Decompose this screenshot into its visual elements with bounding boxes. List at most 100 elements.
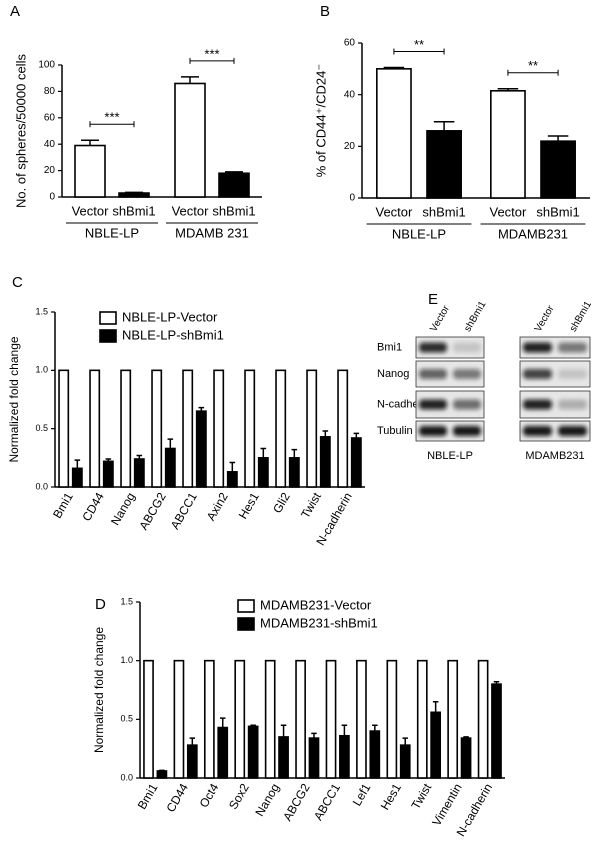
- bar: [234, 659, 246, 779]
- row-label: Tubulin: [377, 425, 413, 437]
- significance-bracket: [507, 69, 559, 76]
- bar: [203, 659, 215, 779]
- x-bar-label: shBmi1: [212, 203, 255, 218]
- blot-band: [523, 426, 552, 436]
- x-tick-label: Nanog: [252, 781, 282, 819]
- blot-band: [558, 342, 587, 353]
- x-tick-label: CD44: [164, 781, 192, 815]
- panel-label: E: [428, 291, 438, 308]
- y-tick-label: 1.0: [120, 655, 133, 665]
- bar: [376, 68, 412, 199]
- bar: [133, 458, 145, 488]
- bar: [143, 659, 154, 779]
- x-tick-label: Twist: [298, 490, 324, 521]
- x-tick-label: Twist: [409, 781, 435, 812]
- y-tick-label: 0: [349, 193, 355, 204]
- x-bar-label: Vector: [489, 204, 527, 219]
- significance-bracket: [189, 57, 235, 64]
- bar: [339, 734, 350, 779]
- x-tick-label: Lef1: [350, 781, 374, 809]
- cell-label: NBLE-LP: [427, 450, 473, 462]
- blot-band: [453, 399, 481, 410]
- bar: [173, 659, 185, 779]
- blot-band: [523, 399, 552, 410]
- x-bar-label: shBmi1: [112, 203, 155, 218]
- blot-band: [453, 369, 481, 379]
- y-tick-label: 20: [44, 165, 56, 176]
- bar: [264, 659, 276, 779]
- x-bar-label: Vector: [172, 203, 210, 218]
- significance-label: ***: [204, 46, 219, 61]
- error-bar: [291, 448, 298, 458]
- error-bar: [383, 66, 405, 69]
- lane-label: Vector: [533, 303, 557, 334]
- y-tick-label: 20: [344, 141, 356, 152]
- legend-label: NBLE-LP-shBmi1: [122, 327, 224, 342]
- error-bar: [136, 454, 143, 459]
- x-tick-label: ABCC1: [311, 781, 343, 823]
- error-bar: [250, 724, 256, 727]
- y-axis-label: Normalized fold change: [7, 336, 21, 462]
- blot-band: [558, 399, 587, 410]
- bar: [491, 683, 502, 779]
- error-bar: [433, 121, 455, 131]
- y-tick-label: 100: [38, 60, 55, 71]
- y-tick-label: 40: [344, 89, 356, 100]
- bar: [369, 730, 381, 779]
- bar: [288, 457, 300, 488]
- error-bar: [497, 87, 519, 91]
- y-axis-label: No. of spheres/50000 cells: [13, 54, 28, 208]
- panel-label: A: [10, 3, 20, 20]
- legend-swatch: [99, 329, 117, 343]
- x-tick-label: Hes1: [236, 490, 262, 522]
- bar: [102, 460, 114, 488]
- error-bar: [493, 681, 500, 685]
- error-bar: [372, 724, 378, 732]
- y-tick-label: 40: [44, 139, 56, 150]
- panel-label: D: [95, 596, 106, 613]
- significance-bracket: [393, 48, 445, 55]
- x-tick-label: Hes1: [378, 781, 404, 813]
- y-tick-label: 80: [44, 86, 56, 97]
- y-tick-label: 0: [49, 192, 55, 203]
- x-tick-label: Sox2: [226, 781, 252, 812]
- bar: [490, 89, 526, 199]
- x-group-label: MDAMB 231: [175, 225, 249, 240]
- bar: [58, 369, 70, 488]
- x-tick-label: CD44: [79, 490, 107, 524]
- bar: [477, 659, 489, 779]
- x-tick-label: Axin2: [204, 490, 231, 523]
- panel-label: C: [12, 274, 23, 291]
- bar: [319, 436, 331, 488]
- blot-band: [419, 369, 447, 379]
- significance-label: **: [528, 58, 538, 73]
- bar: [182, 369, 194, 488]
- y-tick-label: 1.5: [35, 306, 48, 316]
- bar: [416, 659, 428, 779]
- error-bar: [167, 438, 174, 449]
- blot-band: [419, 342, 447, 353]
- bar: [540, 140, 576, 199]
- error-bar: [125, 191, 143, 194]
- bar: [430, 711, 442, 779]
- bar: [226, 471, 238, 488]
- bar: [174, 82, 206, 198]
- error-bar: [280, 724, 287, 737]
- y-tick-label: 0.5: [120, 714, 133, 724]
- bar: [460, 737, 472, 779]
- bar: [244, 369, 256, 488]
- y-tick-label: 60: [344, 38, 356, 49]
- legend-label: NBLE-LP-Vector: [122, 309, 218, 324]
- error-bar: [81, 139, 99, 146]
- x-tick-label: Gli2: [270, 490, 293, 516]
- significance-label: **: [414, 37, 424, 52]
- bar: [325, 659, 337, 779]
- bar: [295, 659, 306, 779]
- panel-label: B: [320, 3, 330, 20]
- error-bar: [432, 700, 439, 713]
- lane-label: shBmi1: [568, 299, 594, 334]
- error-bar: [198, 406, 205, 412]
- cell-label: MDAMB231: [525, 450, 584, 462]
- error-bar: [341, 724, 348, 736]
